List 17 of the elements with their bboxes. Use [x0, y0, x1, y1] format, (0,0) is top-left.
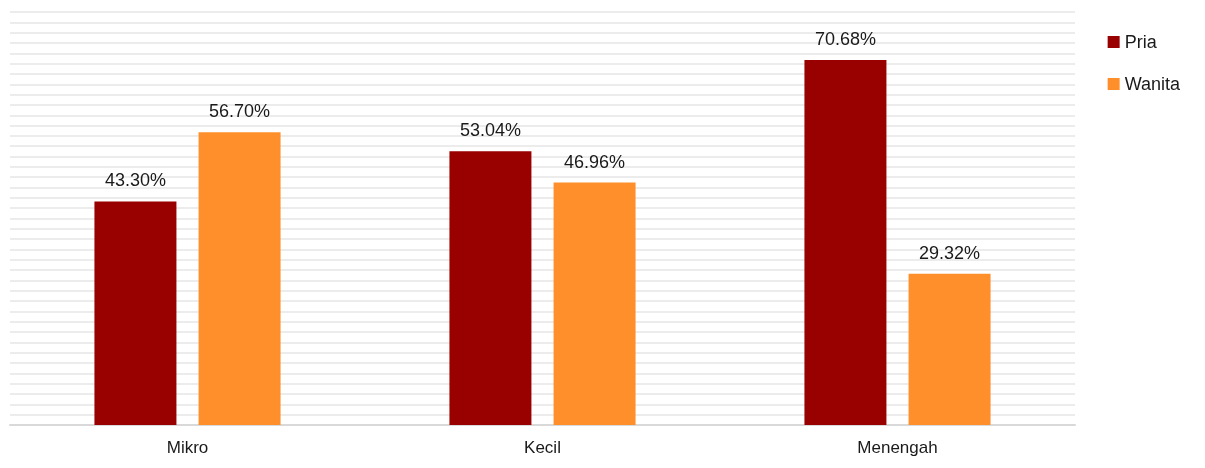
bar	[908, 273, 991, 425]
data-label: 53.04%	[459, 120, 521, 141]
bar	[94, 201, 177, 425]
x-tick-label: Kecil	[524, 438, 561, 457]
bar	[449, 151, 532, 425]
data-label: 70.68%	[814, 29, 876, 50]
data-label: 29.32%	[919, 242, 981, 263]
legend-label: Pria	[1124, 32, 1158, 52]
data-label: 46.96%	[564, 151, 626, 172]
x-tick-label: Menengah	[857, 438, 938, 457]
legend-label: Wanita	[1124, 74, 1181, 94]
bar	[553, 182, 636, 425]
data-label: 43.30%	[104, 170, 166, 191]
bar	[804, 60, 887, 425]
data-label: 56.70%	[209, 101, 271, 122]
x-tick-label: Mikro	[166, 438, 209, 457]
bar	[198, 132, 281, 425]
